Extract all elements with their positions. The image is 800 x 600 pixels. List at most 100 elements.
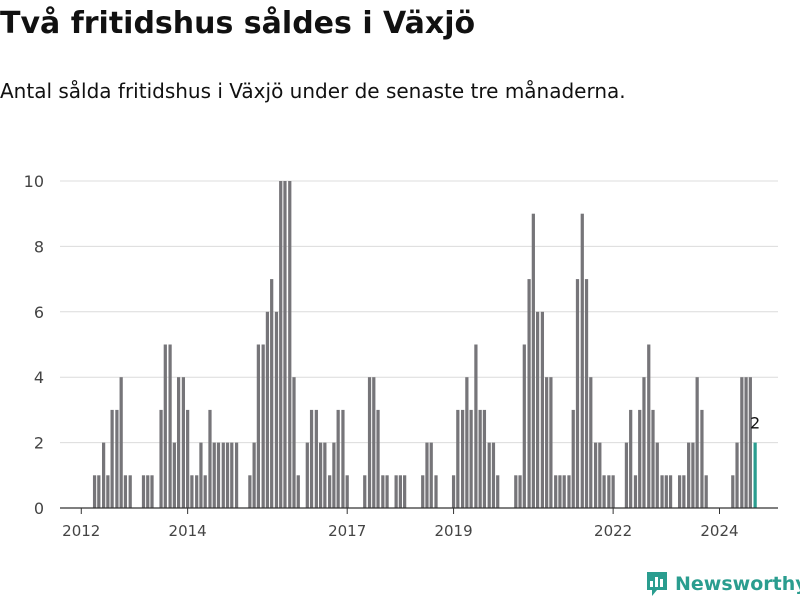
bar [216,442,221,508]
bar [460,409,465,508]
bar [421,475,425,508]
newsworthy-brand: Newsworthy [645,570,800,598]
bar [221,442,225,508]
highlighted-bar [753,442,757,508]
bar [451,475,456,508]
bar [323,442,327,508]
bar [159,409,163,508]
bar [691,442,695,508]
bar [252,442,256,508]
bar [110,409,114,508]
bar [328,475,332,508]
bar [735,442,739,508]
x-axis [60,507,778,514]
y-tick-label: 2 [34,434,44,453]
bar [638,409,642,508]
bar [208,409,212,508]
bar [642,377,646,508]
y-tick-label: 10 [24,172,44,191]
x-tick-label: 2017 [328,522,366,540]
bar [381,475,385,508]
bar [624,442,629,508]
bar [571,409,575,508]
bar [163,344,167,508]
bar [186,409,190,508]
bar [314,409,318,508]
bar [203,475,207,508]
bar [403,475,407,508]
bar [92,475,97,508]
y-tick-label: 4 [34,368,44,387]
bar [558,475,562,508]
bar [398,475,403,508]
bar [195,475,199,508]
bar [225,442,230,508]
bar [748,377,752,508]
bar [589,377,593,508]
y-tick-label: 6 [34,303,44,322]
chart-title: Två fritidshus såldes i Växjö [0,6,476,41]
bar [261,344,265,508]
bar [123,475,128,508]
bar [474,344,478,508]
bar [522,344,526,508]
bar [119,377,123,508]
bar [469,409,473,508]
bar [146,475,150,508]
bar [363,475,367,508]
bar [230,442,234,508]
bar [456,409,460,508]
bar [668,475,673,508]
bar [660,475,664,508]
bar [168,344,172,508]
bar [318,442,323,508]
bar [514,475,518,508]
bar [593,442,598,508]
bar [535,311,540,508]
bar [279,181,283,508]
bar [554,475,558,508]
bar [531,213,535,508]
bar [150,475,154,508]
bar [607,475,611,508]
bar [265,311,270,508]
bar [345,475,349,508]
bar [545,377,549,508]
bar [172,442,176,508]
bar [540,311,545,508]
bar [274,311,279,508]
bar [695,377,699,508]
x-tick-label: 2019 [434,522,472,540]
bar [740,377,744,508]
bar [101,442,106,508]
bar [731,475,735,508]
tick-labels: 0 2 4 6 8 10 2012 2014 2017 2019 2022 2024 2 [24,172,761,540]
bar [341,409,345,508]
bar [482,409,487,508]
bar [567,475,571,508]
bar [106,475,110,508]
bar [248,475,252,508]
bar [700,409,704,508]
bar [518,475,522,508]
bar [212,442,216,508]
bar [602,475,606,508]
bar [496,475,500,508]
bar [309,409,314,508]
bar [190,475,194,508]
bar [575,279,580,508]
bar [562,475,566,508]
bar-chart-logo-icon [647,572,667,596]
bar [598,442,602,508]
bar [372,377,376,508]
bar [283,181,287,508]
bar [336,409,340,508]
bar [584,279,589,508]
bar [664,475,668,508]
bar [115,409,119,508]
bar [256,344,260,508]
bar-chart: 0 2 4 6 8 10 2012 2014 2017 2019 2022 2024 2 [24,172,778,540]
bar [270,279,274,508]
bar [687,442,691,508]
bar [367,377,372,508]
